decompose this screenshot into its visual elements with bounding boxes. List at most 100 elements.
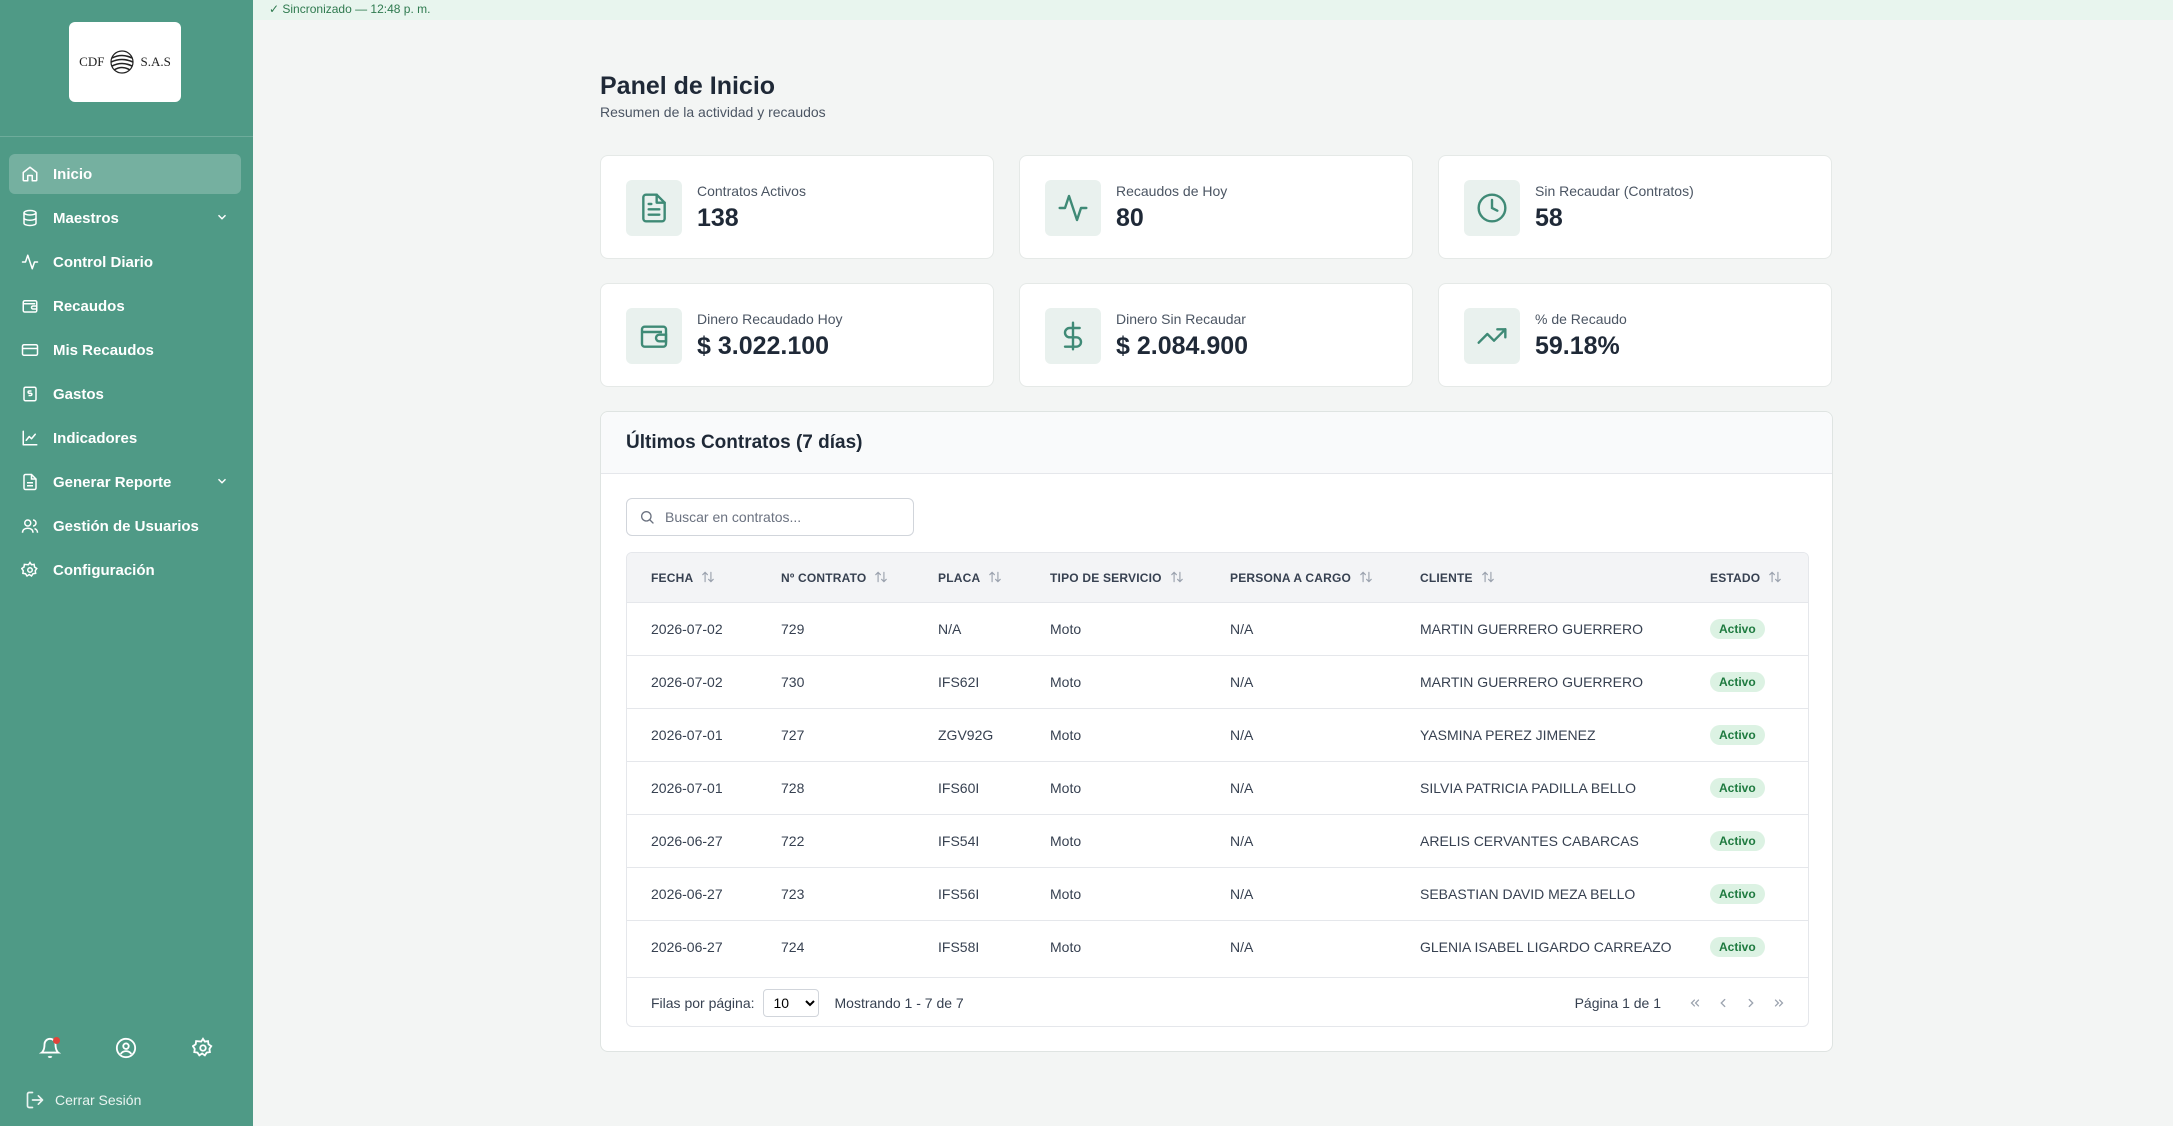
cell-placa: IFS58I — [938, 938, 980, 955]
cell-persona-cargo: N/A — [1230, 620, 1254, 637]
sidebar-item-label: Control Diario — [53, 253, 153, 271]
page-info: Página 1 de 1 — [1574, 995, 1661, 1011]
sidebar-item-gestion-usuarios[interactable]: Gestión de Usuarios — [9, 506, 241, 546]
bell-icon[interactable] — [38, 1037, 62, 1059]
status-badge: Activo — [1710, 777, 1765, 798]
cell-cliente: MARTIN GUERRERO GUERRERO — [1420, 620, 1643, 637]
sort-icon — [1769, 571, 1782, 583]
cell-estado: Activo — [1686, 655, 1808, 708]
sidebar-item-label: Recaudos — [53, 297, 125, 315]
cell-tipo-servicio: Moto — [1050, 726, 1082, 743]
cell-fecha: 2026-07-02 — [651, 620, 723, 637]
status-badge: Activo — [1710, 618, 1765, 639]
stat-card-sin-recaudar: Sin Recaudar (Contratos) 58 — [1438, 155, 1832, 259]
sidebar-item-maestros[interactable]: Maestros — [9, 198, 241, 238]
settings-icon[interactable] — [191, 1037, 214, 1059]
rows-per-page-select[interactable]: 10 — [762, 989, 819, 1017]
cell-estado: Activo — [1686, 708, 1808, 761]
logout-button[interactable]: Cerrar Sesión — [25, 1090, 141, 1110]
last-page-icon[interactable] — [1772, 996, 1786, 1010]
stat-label: % de Recaudo — [1535, 311, 1627, 327]
first-page-icon[interactable] — [1688, 996, 1702, 1010]
sidebar-item-gastos[interactable]: Gastos — [9, 374, 241, 414]
cell-persona-cargo: N/A — [1230, 673, 1254, 690]
column-header-label: FECHA — [651, 570, 694, 585]
table-row[interactable]: 2026-06-27 723 IFS56I Moto N/A SEBASTIAN… — [627, 867, 1808, 920]
cell-tipo-servicio: Moto — [1050, 938, 1082, 955]
column-header-fecha[interactable]: FECHA — [627, 553, 757, 602]
cell-tipo-servicio: Moto — [1050, 620, 1082, 637]
cell-contrato: 728 — [781, 779, 805, 796]
table-row[interactable]: 2026-06-27 722 IFS54I Moto N/A ARELIS CE… — [627, 814, 1808, 867]
trending-up-icon — [1464, 308, 1520, 364]
column-header-numero-contrato[interactable]: Nº CONTRATO — [757, 553, 914, 602]
cell-persona-cargo: N/A — [1230, 726, 1254, 743]
cell-placa: IFS60I — [938, 779, 980, 796]
prev-page-icon[interactable] — [1716, 996, 1730, 1010]
activity-icon — [1045, 180, 1101, 236]
column-header-tipo-servicio[interactable]: TIPO DE SERVICIO — [1026, 553, 1206, 602]
stat-value: $ 3.022.100 — [697, 332, 830, 360]
company-logo[interactable]: CDF S.A.S — [69, 22, 181, 102]
cell-placa: ZGV92G — [938, 726, 994, 743]
column-header-estado[interactable]: ESTADO — [1686, 553, 1808, 602]
search-box[interactable] — [626, 498, 914, 536]
stat-value: $ 2.084.900 — [1116, 332, 1249, 360]
cell-estado: Activo — [1686, 814, 1808, 867]
status-badge: Activo — [1710, 830, 1765, 851]
cell-cliente: SILVIA PATRICIA PADILLA BELLO — [1420, 779, 1637, 796]
sort-icon — [1170, 571, 1183, 583]
next-page-icon[interactable] — [1744, 996, 1758, 1010]
stat-card-recaudos-hoy: Recaudos de Hoy 80 — [1019, 155, 1413, 259]
column-header-persona-cargo[interactable]: PERSONA A CARGO — [1206, 553, 1396, 602]
table-row[interactable]: 2026-06-27 724 IFS58I Moto N/A GLENIA IS… — [627, 920, 1808, 973]
sidebar-item-indicadores[interactable]: Indicadores — [9, 418, 241, 458]
table-row[interactable]: 2026-07-02 730 IFS62I Moto N/A MARTIN GU… — [627, 655, 1808, 708]
sidebar-item-label: Inicio — [53, 165, 93, 183]
status-badge: Activo — [1710, 936, 1765, 957]
sync-status: ✓ Sincronizado — 12:48 p. m. — [269, 2, 431, 16]
table-row[interactable]: 2026-07-02 729 N/A Moto N/A MARTIN GUERR… — [627, 602, 1808, 655]
search-icon — [641, 511, 654, 524]
cell-cliente: YASMINA PEREZ JIMENEZ — [1420, 726, 1596, 743]
sidebar-item-inicio[interactable]: Inicio — [9, 154, 241, 194]
home-icon — [21, 165, 39, 183]
cell-contrato: 730 — [781, 673, 805, 690]
status-badge: Activo — [1710, 671, 1765, 692]
cell-cliente: MARTIN GUERRERO GUERRERO — [1420, 673, 1643, 690]
search-input[interactable] — [665, 509, 905, 525]
cell-fecha: 2026-06-27 — [651, 832, 723, 849]
table-row[interactable]: 2026-07-01 727 ZGV92G Moto N/A YASMINA P… — [627, 708, 1808, 761]
table-row[interactable]: 2026-07-01 728 IFS60I Moto N/A SILVIA PA… — [627, 761, 1808, 814]
sidebar-item-mis-recaudos[interactable]: Mis Recaudos — [9, 330, 241, 370]
user-circle-icon[interactable] — [115, 1037, 137, 1059]
sidebar-item-control-diario[interactable]: Control Diario — [9, 242, 241, 282]
cell-cliente: SEBASTIAN DAVID MEZA BELLO — [1420, 885, 1636, 902]
column-header-label: CLIENTE — [1420, 570, 1473, 585]
stat-value: 138 — [697, 204, 739, 232]
cell-contrato: 724 — [781, 938, 805, 955]
sort-icon — [875, 571, 888, 583]
stat-card-porcentaje-recaudo: % de Recaudo 59.18% — [1438, 283, 1832, 387]
sidebar-item-recaudos[interactable]: Recaudos — [9, 286, 241, 326]
stat-value: 59.18% — [1535, 332, 1620, 360]
receipt-dollar-icon — [21, 385, 39, 403]
sort-icon — [1360, 571, 1372, 583]
sidebar-item-generar-reporte[interactable]: Generar Reporte — [9, 462, 241, 502]
cell-cliente: ARELIS CERVANTES CABARCAS — [1420, 832, 1639, 849]
column-header-cliente[interactable]: CLIENTE — [1396, 553, 1686, 602]
cell-fecha: 2026-06-27 — [651, 885, 723, 902]
sidebar-item-configuracion[interactable]: Configuración — [9, 550, 241, 590]
sidebar-item-label: Configuración — [53, 561, 155, 579]
logo-text-left: CDF — [79, 54, 105, 69]
cell-fecha: 2026-07-01 — [651, 779, 723, 796]
cell-estado: Activo — [1686, 761, 1808, 814]
column-header-label: PLACA — [938, 570, 981, 585]
column-header-placa[interactable]: PLACA — [914, 553, 1026, 602]
gear-icon — [21, 561, 39, 579]
cell-persona-cargo: N/A — [1230, 938, 1254, 955]
cell-cliente: GLENIA ISABEL LIGARDO CARREAZO — [1420, 938, 1672, 955]
sidebar: CDF S.A.S Inicio Maestros Control Diario… — [0, 0, 253, 1126]
sidebar-item-label: Gastos — [53, 385, 104, 403]
recent-contracts-panel: Últimos Contratos (7 días) FECHA Nº CONT… — [600, 411, 1833, 1052]
